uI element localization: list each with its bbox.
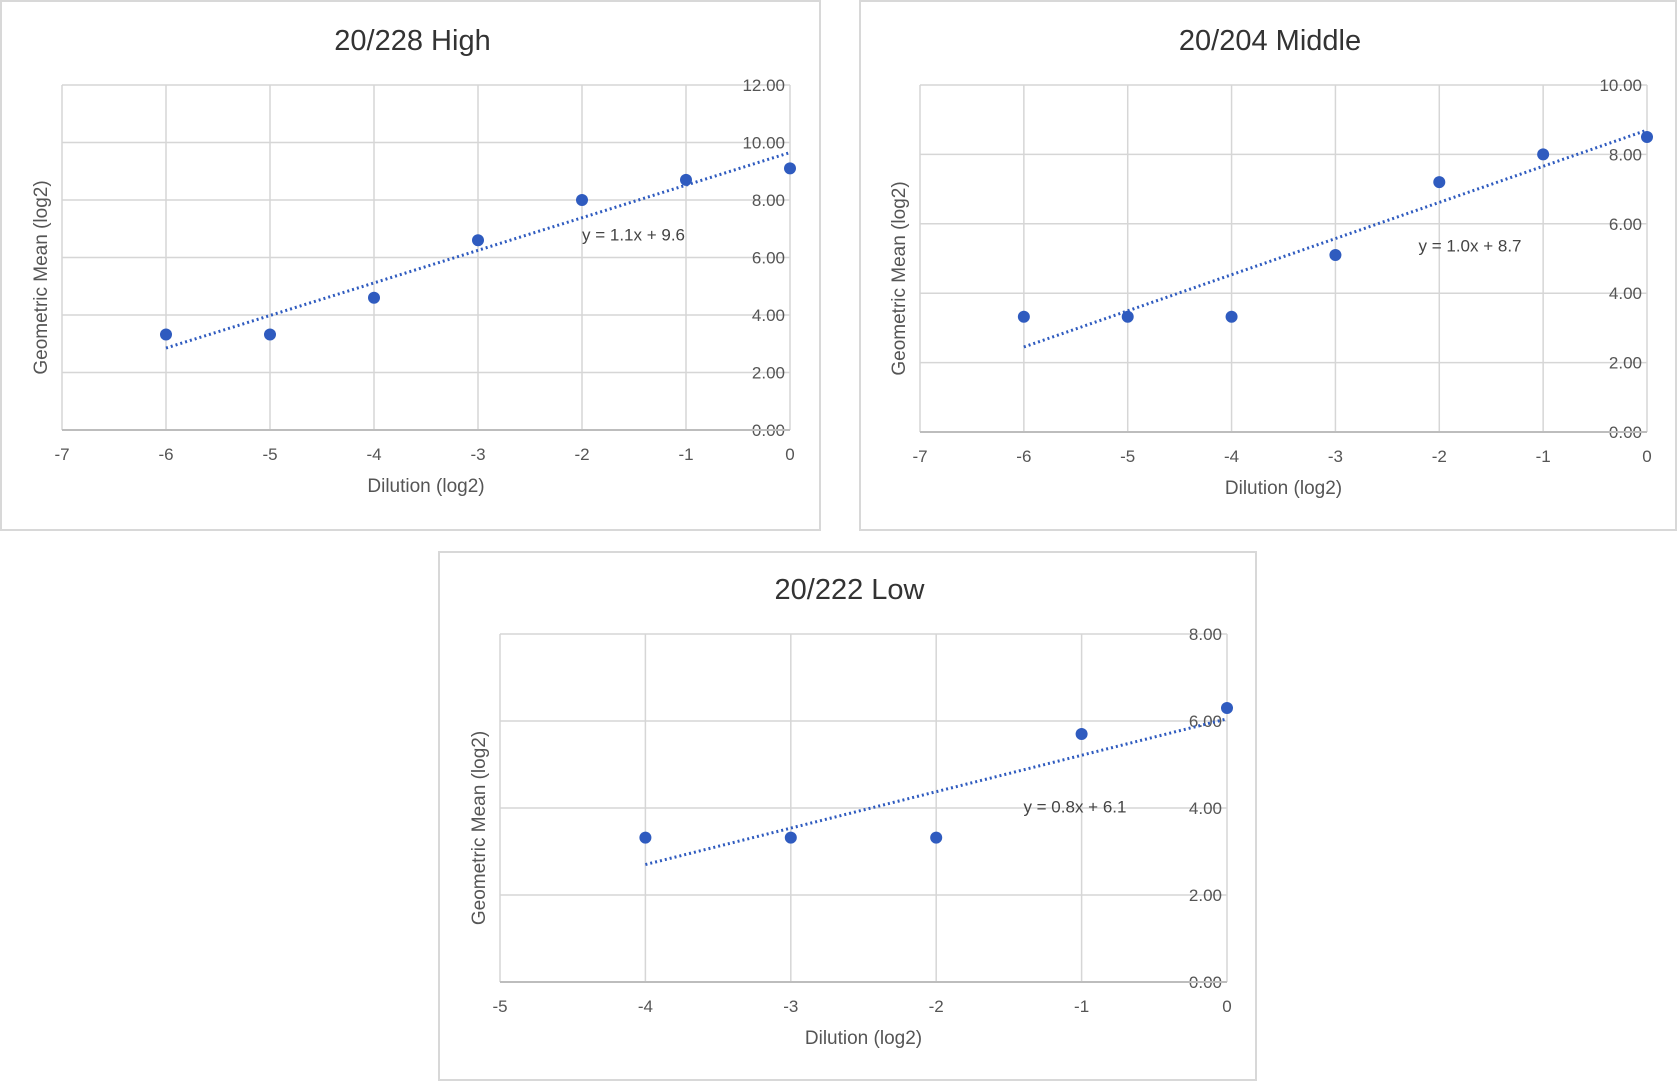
data-point: [1329, 249, 1342, 262]
y-tick-label: 8.00: [1609, 145, 1642, 164]
trendline-equation: y = 1.0x + 8.7: [1419, 237, 1522, 256]
x-tick-label: -7: [54, 445, 69, 464]
scatter-chart: 20/222 Low-5 -4 -3 -2 -1 00.002.004.006.008.0…: [469, 574, 1233, 1049]
trendline: [165, 151, 791, 350]
y-tick-label: 8.00: [752, 191, 785, 210]
x-tick-label: -4: [638, 997, 653, 1016]
y-tick-label: 2.00: [1189, 886, 1222, 905]
x-tick-label: -3: [470, 445, 485, 464]
data-point: [1641, 131, 1653, 144]
y-tick-label: 8.00: [1189, 625, 1222, 644]
x-tick-label: -1: [678, 445, 693, 464]
x-tick-label: -4: [366, 445, 381, 464]
y-tick-label: 6.00: [752, 249, 785, 268]
data-point: [576, 194, 588, 206]
x-tick-label: -4: [1224, 447, 1239, 466]
x-tick-label: -3: [1328, 447, 1343, 466]
data-point: [1225, 310, 1238, 323]
y-axis-title: Geometric Mean (log2): [469, 731, 490, 925]
chart-panel-low: 20/222 Low -5 -4 -3 -2 -1 0 0.00 2.00 4.00 6.00 8.0…: [438, 551, 1257, 1081]
x-tick-label: -1: [1536, 447, 1551, 466]
x-tick-label: -7: [912, 447, 927, 466]
data-point: [930, 831, 943, 844]
x-axis-title: Dilution (log2): [805, 1028, 922, 1049]
x-tick-label: -6: [1016, 447, 1031, 466]
data-point: [472, 234, 484, 247]
y-tick-label: 2.00: [752, 364, 785, 383]
chart-title: 20/228 High: [334, 25, 490, 57]
trendline-equation: y = 1.1x + 9.6: [582, 225, 685, 244]
x-tick-label: 0: [1222, 997, 1231, 1016]
y-tick-label: 4.00: [1609, 284, 1642, 303]
chart-panel-high: 20/228 High -7 -6 -5 -4 -3 -2 -1 0 0.00 2.00 4.00 6.…: [0, 0, 821, 531]
y-tick-label: 4.00: [1189, 799, 1222, 818]
data-point: [784, 831, 797, 844]
y-tick-label: 6.00: [1609, 215, 1642, 234]
x-tick-label: -2: [574, 445, 589, 464]
x-tick-label: -5: [492, 997, 507, 1016]
x-tick-label: 0: [1642, 447, 1651, 466]
data-point: [160, 328, 172, 341]
data-point: [1017, 310, 1030, 323]
x-tick-label: -6: [158, 445, 173, 464]
data-point: [784, 162, 796, 175]
data-point: [1121, 310, 1134, 323]
chart-panel-middle: 20/204 Middle -7 -6 -5 -4 -3 -2 -1 0 0.00 2.00 4.00…: [859, 0, 1677, 531]
data-point: [264, 328, 276, 341]
y-tick-label: 4.00: [752, 306, 785, 325]
chart-title: 20/222 Low: [775, 574, 926, 606]
trendline-equation: y = 0.8x + 6.1: [1023, 797, 1126, 816]
data-point: [1537, 148, 1550, 161]
x-tick-label: -5: [1120, 447, 1135, 466]
y-tick-label: 6.00: [1189, 712, 1222, 731]
x-tick-label: -2: [929, 997, 944, 1016]
x-tick-label: -3: [783, 997, 798, 1016]
x-axis-title: Dilution (log2): [367, 476, 484, 497]
scatter-chart: 20/228 High-7 -6 -5 -4 -3 -2 -1 00.002.004.006.…: [31, 25, 796, 497]
data-point: [1221, 701, 1233, 714]
x-axis-title: Dilution (log2): [1225, 478, 1342, 499]
x-tick-label: 0: [785, 445, 794, 464]
y-axis-title: Geometric Mean (log2): [889, 181, 910, 375]
y-tick-label: 2.00: [1609, 354, 1642, 373]
y-tick-label: 10.00: [742, 134, 785, 153]
chart-title: 20/204 Middle: [1179, 25, 1361, 57]
data-point: [639, 831, 652, 844]
data-point: [368, 291, 380, 304]
scatter-chart: 20/204 Middle-7 -6 -5 -4 -3 -2 -1 00.002.004.00…: [889, 25, 1653, 499]
y-tick-label: 10.00: [1599, 76, 1642, 95]
data-point: [1075, 728, 1088, 741]
data-point: [1433, 176, 1446, 189]
data-point: [680, 173, 692, 186]
y-axis-title: Geometric Mean (log2): [31, 180, 52, 374]
x-tick-label: -1: [1074, 997, 1089, 1016]
x-tick-label: -5: [262, 445, 277, 464]
y-tick-label: 12.00: [742, 76, 785, 95]
x-tick-label: -2: [1432, 447, 1447, 466]
